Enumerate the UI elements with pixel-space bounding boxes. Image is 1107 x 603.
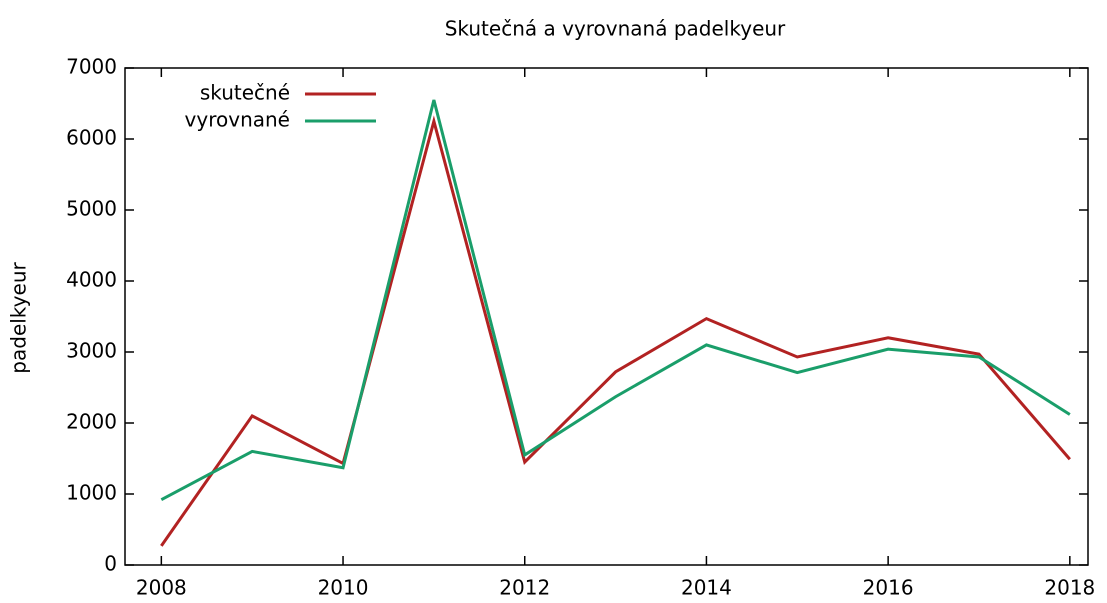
y-tick-label: 6000	[66, 126, 117, 150]
chart-title: Skutečná a vyrovnaná padelkyeur	[445, 17, 786, 41]
y-tick-label: 2000	[66, 410, 117, 434]
legend-label: vyrovnané	[185, 108, 290, 132]
y-tick-label: 7000	[66, 55, 117, 79]
legend-label: skutečné	[200, 81, 290, 105]
x-tick-label: 2016	[863, 576, 914, 600]
y-tick-label: 4000	[66, 268, 117, 292]
x-tick-label: 2010	[318, 576, 369, 600]
x-tick-label: 2014	[681, 576, 732, 600]
plot-border	[124, 67, 1089, 566]
series-line	[160, 115, 1071, 547]
y-axis-label: padelkyeur	[7, 262, 31, 374]
x-tick-label: 2018	[1044, 576, 1095, 600]
y-tick-label: 5000	[66, 197, 117, 221]
x-tick-label: 2008	[136, 576, 187, 600]
y-tick-label: 3000	[66, 339, 117, 363]
series-line	[160, 99, 1071, 502]
y-tick-label: 1000	[66, 481, 117, 505]
y-tick-label: 0	[104, 552, 117, 576]
x-tick-label: 2012	[499, 576, 550, 600]
